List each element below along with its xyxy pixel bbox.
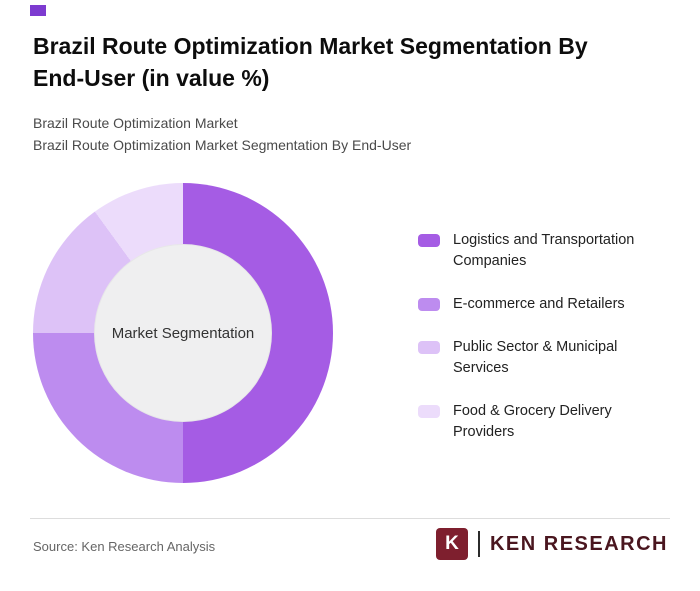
page-title: Brazil Route Optimization Market Segment… [33, 33, 588, 92]
chart-legend: Logistics and Transportation Companies E… [418, 230, 668, 443]
top-accent-mark [30, 5, 46, 16]
legend-swatch [418, 341, 440, 355]
donut-chart-area: Market Segmentation [33, 183, 333, 483]
legend-label: Public Sector & Municipal Services [453, 339, 618, 377]
subtitle-line-1: Brazil Route Optimization Market [33, 115, 238, 131]
source-text: Source: Ken Research Analysis [33, 539, 216, 554]
logo-separator [477, 531, 480, 557]
legend-swatch [418, 405, 440, 419]
ken-research-logo-text: KEN RESEARCH [489, 532, 668, 555]
legend-item: E-commerce and Retailers [418, 294, 668, 315]
legend-item: Public Sector & Municipal Services [418, 337, 668, 379]
legend-label: Food & Grocery Delivery Providers [453, 403, 612, 441]
legend-label: Logistics and Transportation Companies [453, 232, 635, 270]
donut-center-label: Market Segmentation [111, 324, 255, 342]
donut-hole: Market Segmentation [94, 244, 272, 422]
legend-swatch [418, 298, 440, 312]
subtitle-line-2: Brazil Route Optimization Market Segment… [33, 136, 412, 153]
legend-swatch [418, 234, 440, 247]
legend-item: Logistics and Transportation Companies [418, 230, 668, 272]
ken-research-logo: K KEN RESEARCH [435, 528, 668, 560]
subtitle-block: Brazil Route Optimization Market Brazil … [33, 113, 411, 156]
legend-label: E-commerce and Retailers [453, 296, 625, 313]
footer-divider [30, 518, 670, 519]
ken-research-logo-icon: K [435, 528, 468, 560]
legend-item: Food & Grocery Delivery Providers [418, 401, 668, 443]
